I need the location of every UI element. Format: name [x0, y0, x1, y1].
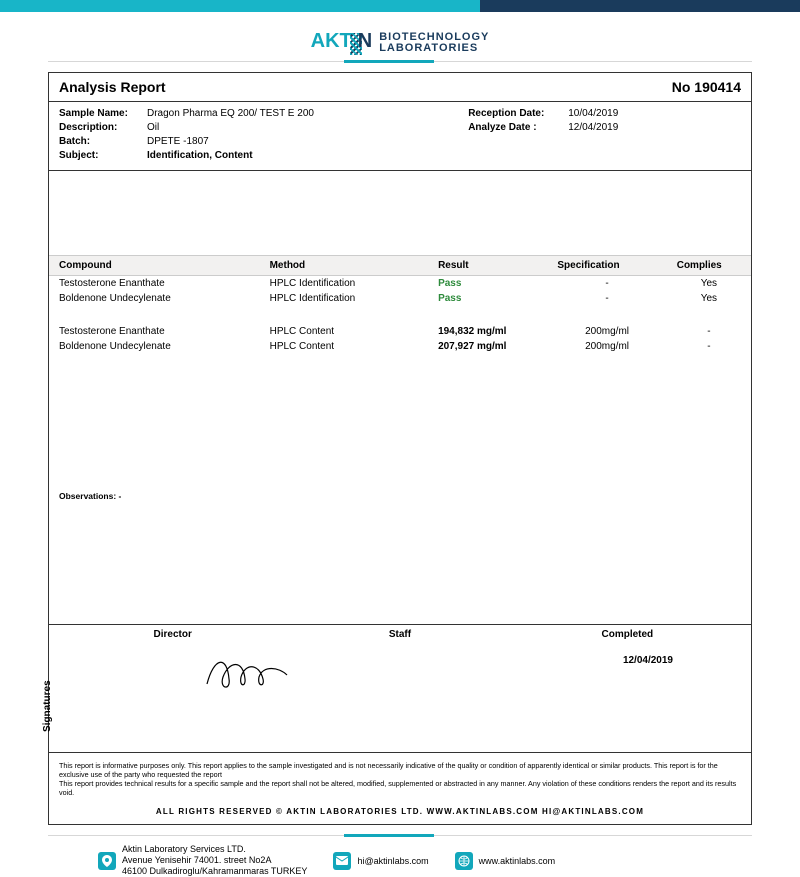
- th-spec: Specification: [547, 256, 666, 276]
- disclaimer: This report is informative purposes only…: [49, 753, 751, 801]
- table-row: Testosterone Enanthate HPLC Content 194,…: [49, 324, 751, 339]
- analyze-label: Analyze Date :: [468, 122, 568, 133]
- report-title: Analysis Report: [59, 79, 166, 95]
- subject-value: Identification, Content: [147, 150, 253, 161]
- logo-line2: LABORATORIES: [379, 43, 489, 54]
- description-value: Oil: [147, 122, 159, 133]
- batch-value: DPETE -1807: [147, 136, 209, 147]
- sig-completed-label: Completed: [514, 629, 741, 640]
- footer-web: www.aktinlabs.com: [455, 852, 556, 870]
- analyze-value: 12/04/2019: [568, 122, 618, 133]
- mail-icon: [333, 852, 351, 870]
- th-result: Result: [428, 256, 547, 276]
- table-header-row: Compound Method Result Specification Com…: [49, 256, 751, 276]
- globe-icon: [455, 852, 473, 870]
- sample-name-label: Sample Name:: [59, 108, 147, 119]
- signatures-vertical-label: Signatures: [42, 681, 53, 733]
- footer-address: Aktin Laboratory Services LTD. Avenue Ye…: [98, 844, 307, 876]
- reception-value: 10/04/2019: [568, 108, 618, 119]
- sig-staff-label: Staff: [286, 629, 513, 640]
- report-number: No 190414: [672, 79, 741, 95]
- th-method: Method: [260, 256, 428, 276]
- pin-icon: [98, 852, 116, 870]
- page-container: AKT N BIOTECHNOLOGY LABORATORIES Analysis…: [0, 12, 800, 877]
- completed-date: 12/04/2019: [623, 655, 673, 666]
- th-compound: Compound: [49, 256, 260, 276]
- table-row: Boldenone Undecylenate HPLC Content 207,…: [49, 339, 751, 354]
- table-row: Testosterone Enanthate HPLC Identificati…: [49, 276, 751, 292]
- logo-suffix: N: [358, 30, 373, 52]
- logo-block: AKT N BIOTECHNOLOGY LABORATORIES: [48, 30, 752, 55]
- top-accent-bar: [0, 0, 800, 12]
- report-header-row: Analysis Report No 190414: [49, 73, 751, 102]
- reception-label: Reception Date:: [468, 108, 568, 119]
- observations: Observations: -: [59, 491, 121, 501]
- director-signature: [199, 649, 309, 699]
- results-table: Compound Method Result Specification Com…: [49, 255, 751, 354]
- description-label: Description:: [59, 122, 147, 133]
- signatures-section: Director Staff Completed Signatures 12/0…: [49, 625, 751, 753]
- logo-prefix: AKT: [311, 30, 352, 52]
- th-complies: Complies: [667, 256, 751, 276]
- report-frame: Analysis Report No 190414 Sample Name:Dr…: [48, 72, 752, 825]
- logo-subtitle: BIOTECHNOLOGY LABORATORIES: [379, 32, 489, 54]
- footer: Aktin Laboratory Services LTD. Avenue Ye…: [48, 835, 752, 876]
- table-row: Boldenone Undecylenate HPLC Identificati…: [49, 291, 751, 306]
- meta-section: Sample Name:Dragon Pharma EQ 200/ TEST E…: [49, 102, 751, 171]
- batch-label: Batch:: [59, 136, 147, 147]
- sample-name-value: Dragon Pharma EQ 200/ TEST E 200: [147, 108, 314, 119]
- results-body: Compound Method Result Specification Com…: [49, 255, 751, 625]
- header-divider: [48, 61, 752, 62]
- footer-email: hi@aktinlabs.com: [333, 852, 428, 870]
- sig-director-label: Director: [59, 629, 286, 640]
- rights-line: ALL RIGHTS RESERVED © AKTIN LABORATORIES…: [49, 801, 751, 824]
- subject-label: Subject:: [59, 150, 147, 161]
